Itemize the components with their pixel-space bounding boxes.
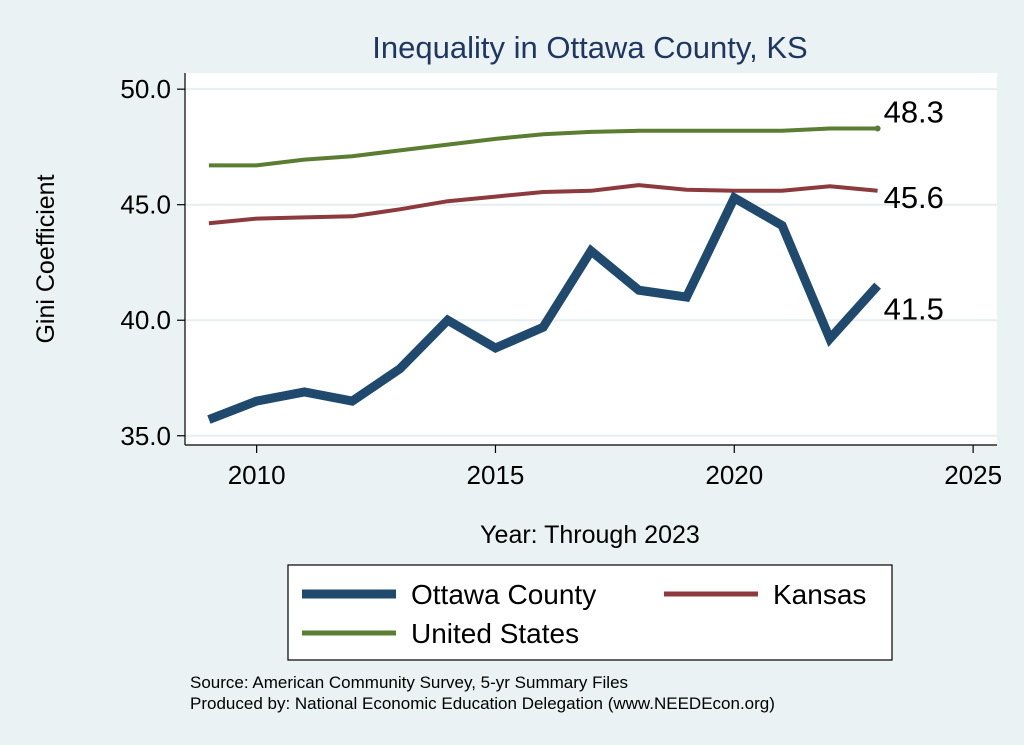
legend-label-kansas: Kansas xyxy=(773,579,866,610)
producer-line: Produced by: National Economic Education… xyxy=(190,694,775,713)
end-label-ottawa-county: 41.5 xyxy=(884,292,944,327)
legend: Ottawa County Kansas United States xyxy=(287,564,893,661)
series-line-ottawa-county xyxy=(207,191,881,424)
axes xyxy=(184,73,997,446)
ticks: 35.0 40.0 45.0 50.0 2010 2015 2020 2025 xyxy=(120,74,1002,490)
gridlines xyxy=(185,88,997,437)
series-line-kansas xyxy=(208,183,878,226)
end-label-kansas: 45.6 xyxy=(884,180,944,215)
y-tick-label: 40.0 xyxy=(120,305,171,335)
series-lines xyxy=(207,125,881,424)
series-line-united-states xyxy=(208,126,878,168)
y-tick-label: 50.0 xyxy=(120,74,171,104)
x-tick-label: 2015 xyxy=(467,460,525,490)
y-tick-label: 45.0 xyxy=(120,190,171,220)
source-line: Source: American Community Survey, 5-yr … xyxy=(190,673,628,692)
y-tick-label: 35.0 xyxy=(120,421,171,451)
y-axis-title: Gini Coefficient xyxy=(32,174,60,343)
end-labels: 41.5 45.6 48.3 xyxy=(884,94,944,326)
x-axis-title: Year: Through 2023 xyxy=(480,521,700,549)
legend-label-ottawa-county: Ottawa County xyxy=(411,579,596,610)
legend-box xyxy=(287,564,893,661)
series-endpoint-united-states xyxy=(874,125,881,132)
end-label-united-states: 48.3 xyxy=(884,94,944,129)
chart-title: Inequality in Ottawa County, KS xyxy=(372,30,807,65)
x-tick-label: 2025 xyxy=(944,460,1002,490)
x-tick-label: 2010 xyxy=(228,460,286,490)
x-tick-label: 2020 xyxy=(705,460,763,490)
legend-label-united-states: United States xyxy=(411,618,579,649)
